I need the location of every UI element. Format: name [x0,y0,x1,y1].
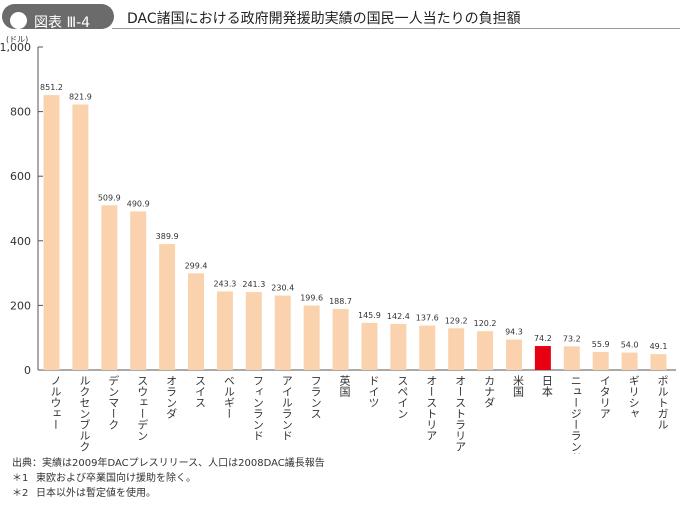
bar [216,291,233,370]
bar-chart: (ドル) 0 200 400 600 800 1,000 851.2 821.9 509.9 4… [0,35,676,454]
figure-label-badge: 図表 Ⅲ-4 [2,4,114,31]
bar [159,244,176,370]
bar-value-label: 821.9 [69,93,92,102]
x-category-label: フランス [309,375,322,419]
bar [72,104,89,370]
header-rule [112,28,680,29]
bar-value-label: 94.3 [505,328,523,337]
y-tick-label: 400 [10,235,31,248]
bar-value-label: 73.2 [563,334,581,343]
bar-value-label: 55.9 [592,340,610,349]
bar-value-label: 199.6 [300,294,323,303]
x-category-label: スイス [194,375,207,408]
bar-value-label: 490.9 [127,199,150,208]
bar-value-label: 230.4 [271,284,294,293]
x-category-label: ニュージーランド [569,375,582,454]
bar [621,352,638,370]
bar-value-label: 137.6 [416,314,439,323]
bar [505,339,522,370]
x-category-label: オランダ [165,375,178,419]
y-tick-label: 600 [10,170,31,183]
x-category-label: ポルトガル [656,375,669,430]
bar-value-label: 188.7 [329,297,352,306]
x-category-label: ドイツ [367,375,380,408]
bar [650,354,667,370]
bar [419,325,436,370]
bar [43,95,60,370]
bar-value-label: 142.4 [387,312,410,321]
bar [245,292,262,370]
x-category-label: イタリア [598,375,611,419]
x-category-label: ノルウェー [49,375,62,430]
y-axis-unit-label: (ドル) [6,35,28,44]
bar-value-label: 120.2 [474,319,497,328]
bar [130,211,147,370]
y-tick-label: 800 [10,106,31,119]
y-tick-label: 200 [10,299,31,312]
x-category-label: ルクセンブルク [78,375,91,452]
bar [477,331,494,370]
figure-label: 図表 Ⅲ-4 [34,15,91,31]
x-category-label: スペイン [396,375,409,419]
chart-title: DAC諸国における政府開発援助実績の国民一人当たりの負担額 [127,11,521,27]
bar-value-label: 243.3 [213,279,236,288]
note-text: 日本以外は暫定値を使用。 [36,488,156,499]
x-category-label: 英国 [338,374,351,398]
x-category-label: アイルランド [280,375,293,441]
y-tick-label: 1,000 [0,41,31,54]
note-text: 東欧および卒業国向け援助を除く。 [36,473,196,484]
x-category-label: 日本 [540,375,553,398]
bar [188,273,205,370]
note-text: 実績は2009年DACプレスリリース、人口は2008DAC議長報告 [42,458,325,469]
bar-value-label: 129.2 [445,316,468,325]
x-category-label: 米国 [511,375,524,398]
footnotes: 出典：実績は2009年DACプレスリリース、人口は2008DAC議長報告 ＊1 東… [12,456,325,501]
bar-value-label: 54.0 [621,341,639,350]
note-mark: ＊2 [12,488,29,499]
x-category-label: カナダ [483,375,496,408]
bar [101,205,118,370]
x-axis-labels: ノルウェー ルクセンブルク デンマーク スウェーデン オランダ スイス ベルギー フィンランド… [49,374,669,454]
x-category-label: スウェーデン [136,375,149,441]
x-category-label: オーストラリア [454,375,467,452]
bar [390,324,407,370]
bar [303,305,320,370]
y-tick-label: 0 [24,364,31,377]
bar [592,351,609,370]
bar [361,322,378,370]
x-category-label: ベルギー [222,375,235,419]
note-mark: ＊1 [12,473,29,484]
bar-value-label: 74.2 [534,334,552,343]
note-2: ＊2 日本以外は暫定値を使用。 [12,486,325,501]
bar-value-label: 49.1 [650,342,668,351]
bar [534,346,551,370]
bar [332,309,349,370]
bar [563,346,580,370]
bar-value-label: 851.2 [40,83,63,92]
bar [448,328,465,370]
note-mark: 出典： [12,458,42,469]
bar-value-label: 145.9 [358,311,381,320]
bar-series: 851.2 821.9 509.9 490.9 389.9 299.4 243.3 241.3… [40,83,667,370]
bar [274,295,291,370]
circle-icon [10,12,27,29]
bar-value-label: 299.4 [185,261,208,270]
note-1: ＊1 東欧および卒業国向け援助を除く。 [12,471,325,486]
bar-value-label: 389.9 [156,232,179,241]
note-source: 出典：実績は2009年DACプレスリリース、人口は2008DAC議長報告 [12,456,325,471]
bar-value-label: 241.3 [242,280,265,289]
x-category-label: フィンランド [251,375,264,441]
figure-header: 図表 Ⅲ-4 DAC諸国における政府開発援助実績の国民一人当たりの負担額 [0,0,682,34]
x-category-label: オーストリア [425,375,438,441]
x-category-label: デンマーク [107,374,120,430]
bar-value-label: 509.9 [98,193,121,202]
x-category-label: ギリシャ [627,375,640,419]
